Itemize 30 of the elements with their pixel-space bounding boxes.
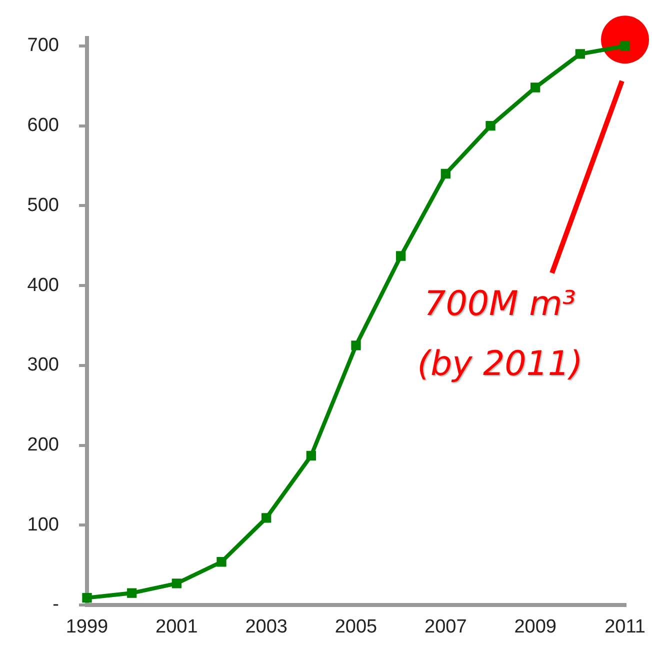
point — [440, 168, 450, 179]
x-tick-label: 2007 — [424, 616, 467, 638]
annotation: 700M m³ (by 2011) — [417, 284, 583, 384]
point — [486, 121, 496, 131]
x-tick-label: 2001 — [156, 616, 198, 638]
y-tick-label: 100 — [27, 514, 59, 536]
point — [216, 557, 226, 567]
y-tick-label: 700 — [27, 35, 59, 56]
point — [530, 82, 540, 92]
x-tick-label: 2009 — [514, 616, 556, 638]
point — [127, 588, 137, 598]
point — [575, 49, 585, 59]
point — [396, 251, 406, 261]
point — [620, 41, 630, 51]
y-tick-label: 600 — [27, 115, 59, 136]
x-tick-label: 2011 — [604, 616, 646, 638]
point — [172, 578, 182, 588]
x-tick-label: 2003 — [245, 616, 288, 638]
point — [306, 450, 316, 460]
y-tick-label: 300 — [27, 354, 59, 376]
y-tick-label: 200 — [27, 434, 59, 456]
y-tick-label: - — [52, 594, 59, 616]
y-tick-label: 500 — [27, 194, 59, 216]
y-tick-label: 400 — [27, 274, 59, 296]
point — [351, 340, 361, 350]
x-tick-label: 1999 — [66, 616, 108, 638]
x-tick-label: 2005 — [334, 616, 378, 638]
point — [601, 16, 649, 64]
point — [82, 592, 92, 603]
point — [262, 513, 272, 523]
